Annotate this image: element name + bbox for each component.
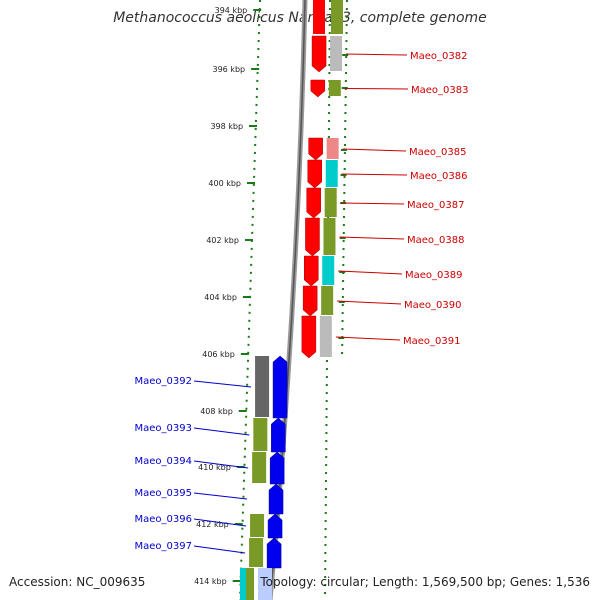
cog-box: [249, 538, 264, 567]
scale-tick-label: 396 kbp: [213, 65, 246, 74]
reverse-gene-partial: [258, 568, 272, 600]
scale-tick-label: 410 kbp: [198, 463, 231, 472]
cog-box: [325, 160, 338, 187]
cog-box: [330, 36, 343, 71]
gene-label: Maeo_0395: [135, 488, 192, 499]
gene-label-leader: [340, 202, 405, 205]
forward-gene-arrow: [306, 187, 321, 219]
reverse-gene-arrow: [266, 537, 282, 569]
cog-box: [252, 452, 267, 483]
scale-tick-label: 406 kbp: [202, 350, 235, 359]
cog-box: [250, 514, 265, 537]
forward-gene-arrow: [302, 285, 318, 317]
topology-info-text: Topology: circular; Length: 1,569,500 bp…: [260, 575, 590, 589]
gene-label: Maeo_0383: [411, 85, 468, 96]
gene-label: Maeo_0385: [409, 147, 466, 158]
cog-box: [321, 286, 334, 315]
scale-tick-label: 404 kbp: [204, 293, 237, 302]
forward-gene-arrow: [307, 159, 322, 189]
accession-text: Accession: NC_009635: [9, 575, 146, 589]
reverse-gene-arrow: [267, 513, 283, 539]
forward-gene-arrow: [308, 137, 323, 161]
gene-label: Maeo_0387: [407, 200, 464, 211]
scale-tick-label: 400 kbp: [208, 179, 241, 188]
cog-box: [328, 80, 341, 96]
gene-label: Maeo_0386: [410, 171, 467, 182]
scale-tick-label: 414 kbp: [194, 577, 227, 586]
cog-box-partial: [246, 568, 254, 600]
cog-box: [253, 418, 268, 451]
cog-box: [324, 188, 337, 217]
gene-label: Maeo_0397: [135, 541, 192, 552]
gene-label-leader: [193, 492, 248, 500]
gene-label: Maeo_0394: [135, 456, 192, 467]
gene-label: Maeo_0388: [407, 235, 464, 246]
reverse-gene-arrow: [272, 355, 288, 419]
forward-gene-arrow: [311, 35, 327, 73]
reverse-gene-arrow: [271, 417, 286, 453]
map-title: Methanococcus aeolicus Nankai-3, complet…: [113, 10, 487, 26]
gene-label-leader: [339, 236, 405, 240]
scale-tick-label: 412 kbp: [196, 520, 229, 529]
gene-label-leader: [193, 427, 250, 436]
forward-gene-arrow: [301, 315, 317, 359]
forward-gene-arrow: [303, 255, 319, 287]
gene-label-leader: [338, 270, 403, 275]
gene-label-leader: [346, 53, 408, 56]
gene-label-leader: [193, 545, 246, 554]
gene-label: Maeo_0389: [405, 270, 462, 281]
gene-label-leader: [335, 336, 401, 341]
forward-gene-arrow: [310, 79, 326, 98]
forward-gene-arrow-partial: [313, 0, 325, 34]
gene-label: Maeo_0396: [135, 514, 192, 525]
gene-label: Maeo_0390: [404, 300, 461, 311]
cog-box: [326, 138, 339, 159]
scale-tick-label: 398 kbp: [210, 122, 243, 131]
cog-box-partial: [240, 568, 246, 600]
gene-label: Maeo_0382: [410, 51, 467, 62]
gene-label-leader: [193, 460, 249, 469]
cog-box: [323, 218, 336, 255]
cog-box: [255, 356, 270, 417]
scale-tick-label: 408 kbp: [200, 407, 233, 416]
reverse-gene-arrow: [268, 483, 284, 515]
gene-label-leader: [193, 380, 252, 388]
scale-tick-label: 394 kbp: [215, 6, 248, 15]
gene-label: Maeo_0393: [135, 423, 192, 434]
gene-label-leader: [337, 300, 402, 305]
gene-label-leader: [344, 88, 409, 90]
scale-tick-label: 402 kbp: [206, 236, 239, 245]
gene-label: Maeo_0391: [403, 336, 460, 347]
cog-box: [319, 316, 332, 357]
gene-label-leader: [341, 173, 408, 176]
forward-gene-arrow: [305, 217, 320, 257]
cog-box-partial: [331, 0, 343, 34]
guide-line-0: [239, 0, 261, 600]
cog-box: [322, 256, 335, 285]
gene-label-leader: [193, 518, 247, 527]
gene-label: Maeo_0392: [135, 376, 192, 387]
gene-label-leader: [342, 148, 407, 152]
reverse-gene-arrow: [269, 451, 285, 485]
